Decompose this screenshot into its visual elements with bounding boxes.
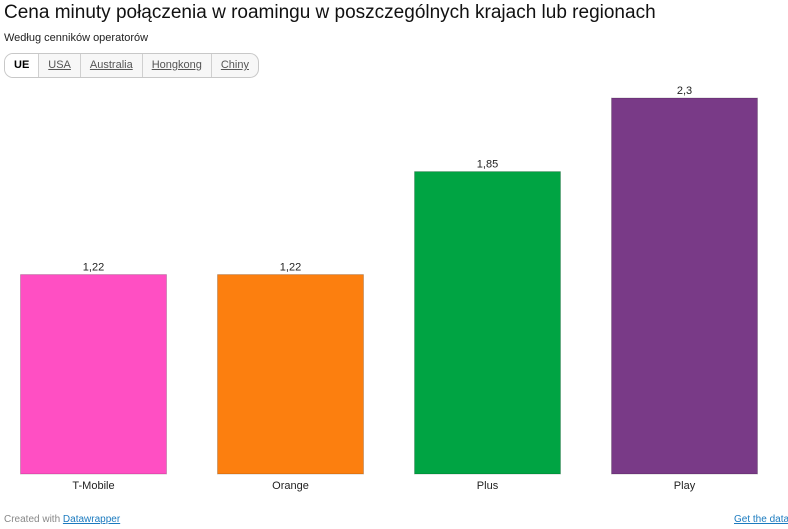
bar-plus — [414, 171, 561, 475]
category-label-orange: Orange — [272, 480, 309, 492]
footer-created-with: Created with — [4, 514, 61, 525]
tab-australia[interactable]: Australia — [79, 54, 142, 77]
category-label-plus: Plus — [477, 480, 499, 492]
get-data-link[interactable]: Get the data — [734, 514, 788, 525]
tab-ue[interactable]: UE — [5, 54, 39, 77]
category-label-play: Play — [674, 480, 696, 492]
region-tabs: UE USA Australia Hongkong Chiny — [4, 53, 259, 78]
bar-orange — [217, 274, 364, 475]
tab-chiny[interactable]: Chiny — [210, 54, 258, 77]
value-label-plus: 1,85 — [477, 159, 498, 171]
chart-subtitle: Według cenników operatorów — [4, 32, 149, 44]
tab-usa[interactable]: USA — [38, 54, 80, 77]
value-label-t-mobile: 1,22 — [83, 262, 104, 274]
bar-t-mobile — [20, 274, 167, 475]
value-label-play: 2,3 — [677, 85, 692, 97]
footer-get-data: Get the data — [734, 514, 788, 525]
footer-credit: Created with Datawrapper — [4, 514, 120, 525]
datawrapper-link[interactable]: Datawrapper — [62, 514, 121, 525]
value-label-orange: 1,22 — [280, 262, 301, 274]
category-label-t-mobile: T-Mobile — [72, 480, 114, 492]
chart-title: Cena minuty połączenia w roamingu w posz… — [4, 2, 656, 23]
bar-play — [611, 97, 758, 475]
tab-hongkong[interactable]: Hongkong — [141, 54, 211, 77]
